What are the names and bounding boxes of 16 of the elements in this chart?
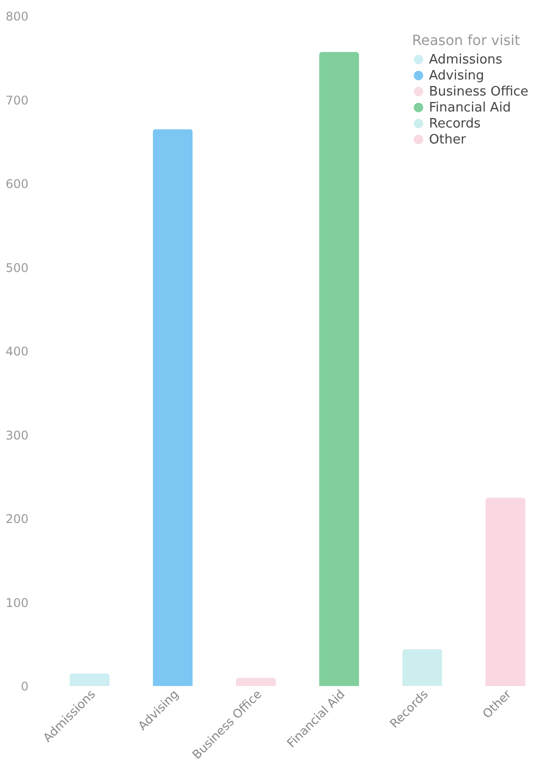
y-tick-label: 700: [6, 93, 28, 108]
y-tick-label: 600: [6, 177, 28, 191]
y-tick-label: 300: [6, 428, 28, 442]
legend-label: Advising: [429, 68, 484, 84]
legend-label: Records: [429, 116, 481, 132]
y-tick-label: 400: [6, 344, 28, 358]
y-tick-label: 200: [6, 512, 28, 526]
legend-label: Business Office: [429, 84, 528, 100]
y-tick-label: 500: [6, 260, 28, 275]
legend-title: Reason for visit: [412, 33, 521, 49]
legend-label: Admissions: [429, 52, 503, 68]
legend-label: Other: [429, 132, 467, 148]
y-tick-label: 0: [20, 680, 28, 694]
y-tick-label: 100: [6, 596, 28, 610]
y-tick-label: 800: [6, 10, 28, 24]
legend-label: Financial Aid: [429, 100, 511, 116]
